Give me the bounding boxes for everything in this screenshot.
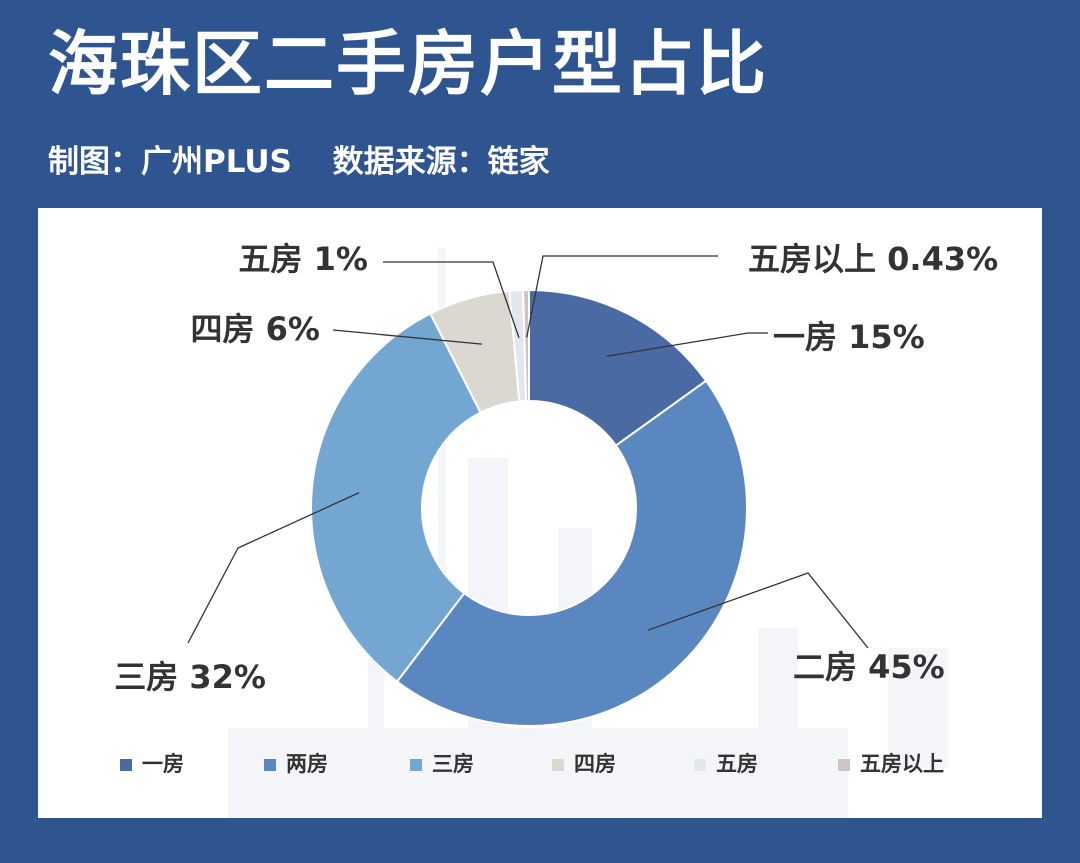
legend-group: 一房 两房 三房 四房 五房 五房以上 [120, 752, 944, 776]
legend-swatch-1 [120, 759, 132, 771]
leader-line-5 [383, 261, 520, 339]
slice-1 [528, 288, 708, 447]
background-skyline [228, 248, 948, 818]
data-label-1: 一房 15% [773, 318, 925, 356]
leader-line-6 [526, 255, 718, 338]
data-label-2: 二房 45% [793, 648, 945, 686]
source-label: 数据来源：链家 [332, 144, 550, 180]
legend-swatch-5 [694, 759, 706, 771]
legend-swatch-4 [552, 759, 564, 771]
legend-label-1: 一房 [142, 752, 184, 776]
legend-label-5: 五房 [716, 752, 758, 776]
legend-swatch-6 [838, 759, 850, 771]
data-label-4: 四房 6% [191, 310, 320, 348]
legend-label-3: 三房 [432, 752, 474, 776]
legend-swatch-3 [410, 759, 422, 771]
leader-line-3 [187, 492, 360, 644]
data-label-5: 五房 1% [239, 240, 368, 278]
legend-label-4: 四房 [574, 752, 616, 776]
slice-6 [522, 288, 530, 403]
labels-group: 一房 15% 二房 45% 三房 32% 四房 6% 五房 1% 五房以上 0.43% [114, 240, 998, 696]
slices-group [310, 288, 748, 727]
legend-label-6: 五房以上 [860, 752, 944, 776]
leader-line-1 [606, 332, 768, 357]
chart-title: 海珠区二手房户型占比 [48, 23, 768, 105]
donut-chart: 一房 15% 二房 45% 三房 32% 四房 6% 五房 1% 五房以上 0.43% 一… [114, 240, 998, 818]
data-label-3: 三房 32% [114, 658, 266, 696]
chart-subtitle: 制图：广州PLUS 数据来源：链家 [48, 136, 580, 181]
leader-line-4 [332, 329, 482, 345]
leader-line-2 [647, 572, 869, 649]
data-label-6: 五房以上 0.43% [748, 240, 998, 278]
maker-label: 制图：广州PLUS [48, 144, 292, 180]
legend-swatch-2 [264, 759, 276, 771]
legend-label-2: 两房 [286, 752, 328, 776]
slice-2 [395, 379, 748, 727]
chart-panel: 一房 15% 二房 45% 三房 32% 四房 6% 五房 1% 五房以上 0.43% 一… [38, 208, 1042, 818]
slice-3 [310, 312, 482, 683]
